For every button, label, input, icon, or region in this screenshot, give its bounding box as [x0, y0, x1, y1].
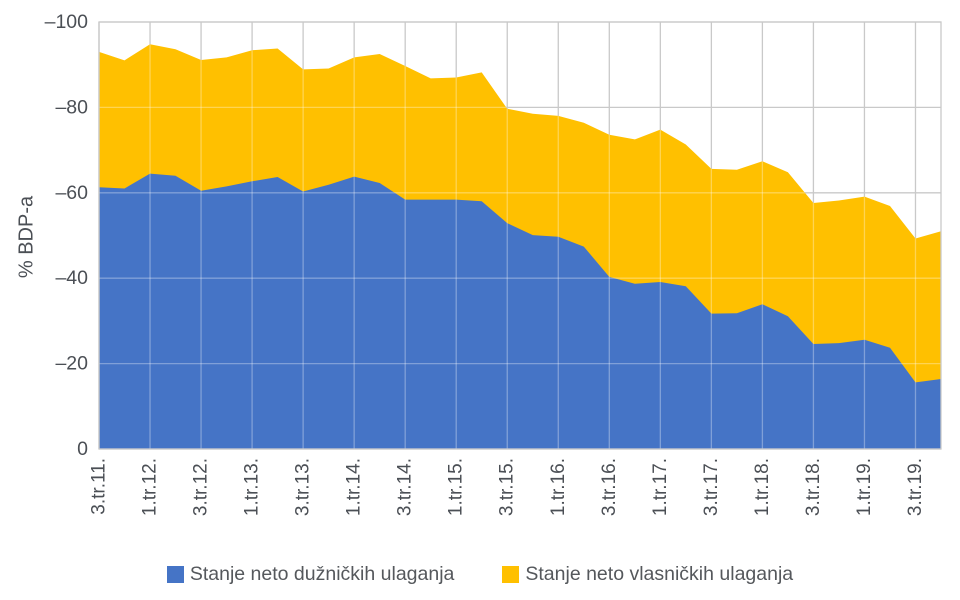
legend-label-equity: Stanje neto vlasničkih ulaganja — [525, 563, 794, 585]
y-axis-tick-labels: –100 –80 –60 –40 –20 0 — [45, 11, 89, 460]
y-tick-label: –20 — [55, 353, 88, 375]
legend-swatch-debt-icon — [166, 566, 184, 583]
x-tick-label: 3.tr.13. — [293, 458, 314, 516]
y-tick-label: 0 — [77, 438, 88, 460]
x-tick-label: 1.tr.12. — [140, 458, 161, 516]
x-tick-label: 3.tr.12. — [191, 458, 212, 516]
legend-label-debt: Stanje neto dužničkih ulaganja — [189, 563, 455, 585]
plot-border — [98, 21, 942, 450]
x-tick-label: 1.tr.16. — [548, 458, 569, 516]
x-tick-label: 1.tr.17. — [650, 458, 671, 516]
x-tick-label: 3.tr.19. — [905, 458, 926, 516]
x-tick-label: 3.tr.11. — [89, 458, 110, 515]
x-tick-label: 1.tr.15. — [446, 458, 467, 516]
legend-swatch-equity-icon — [502, 566, 520, 583]
y-tick-label: –40 — [55, 267, 88, 289]
legend-item-equity[interactable]: Stanje neto vlasničkih ulaganja — [502, 563, 793, 586]
y-tick-label: –100 — [45, 11, 89, 33]
legend-item-debt[interactable]: Stanje neto dužničkih ulaganja — [166, 563, 455, 586]
x-tick-label: 3.tr.17. — [701, 458, 722, 516]
x-tick-label: 1.tr.18. — [752, 458, 773, 516]
x-tick-label: 3.tr.16. — [599, 458, 620, 516]
y-tick-label: –80 — [55, 96, 88, 118]
legend: Stanje neto dužničkih ulaganja Stanje ne… — [0, 563, 960, 586]
x-tick-label: 3.tr.14. — [395, 458, 416, 516]
y-axis-title: % BDP-a — [15, 195, 38, 279]
x-tick-label: 1.tr.13. — [242, 458, 263, 516]
x-tick-label: 3.tr.15. — [497, 458, 518, 516]
x-tick-label: 1.tr.14. — [344, 458, 365, 516]
x-tick-label: 3.tr.18. — [803, 458, 824, 516]
y-tick-label: –60 — [55, 182, 88, 204]
x-axis-tick-labels: 3.tr.11. 1.tr.12. 3.tr.12. 1.tr.13. 3.tr.13.… — [89, 458, 927, 516]
x-tick-label: 1.tr.19. — [854, 458, 875, 516]
area-debt-series[interactable] — [99, 173, 941, 449]
